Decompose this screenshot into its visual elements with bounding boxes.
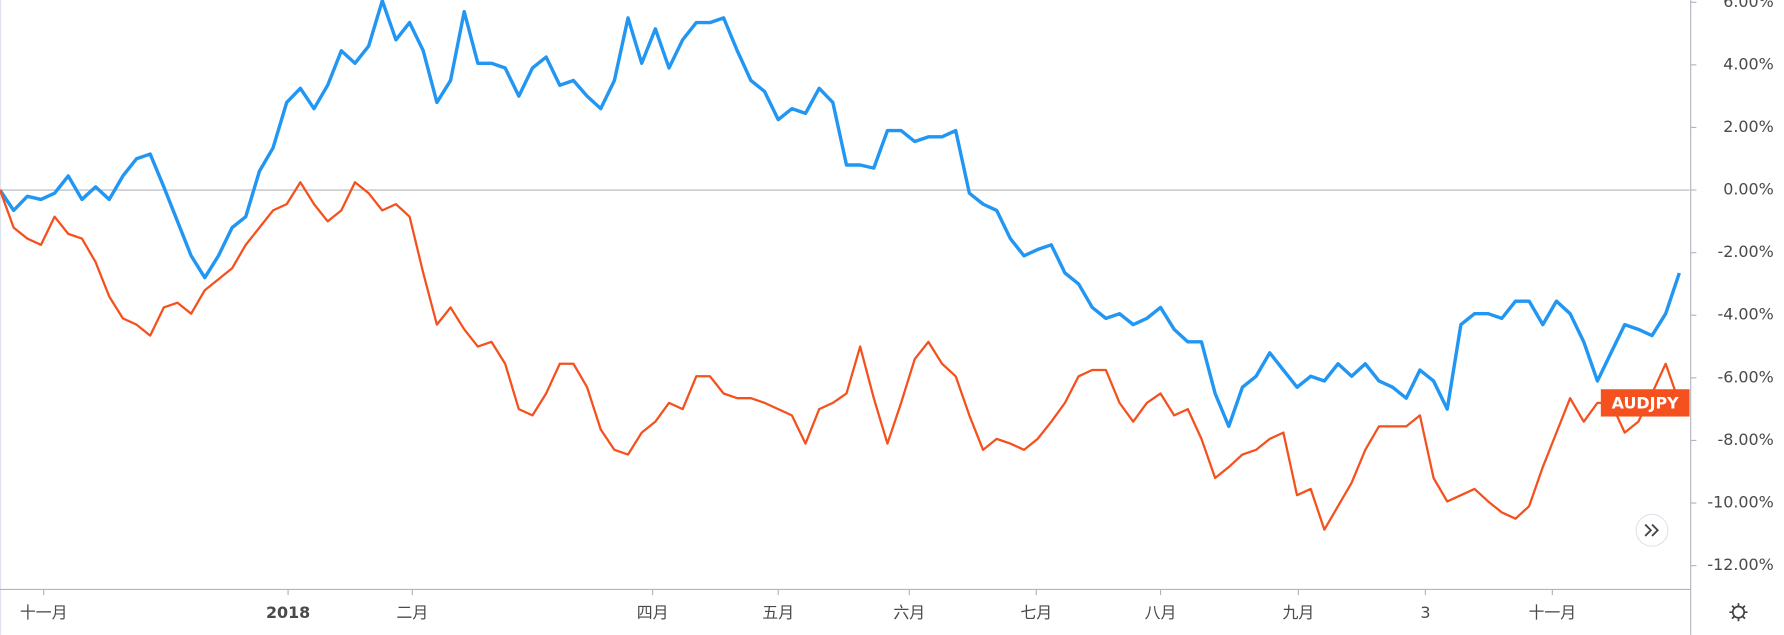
y-tick-label: -6.00% bbox=[1717, 367, 1773, 386]
x-tick-label: 九月 bbox=[1282, 603, 1314, 622]
y-tick-label: -2.00% bbox=[1717, 242, 1773, 261]
y-tick-label: -10.00% bbox=[1707, 493, 1773, 512]
y-tick-label: 6.00% bbox=[1723, 0, 1774, 11]
y-tick-label: 4.00% bbox=[1723, 54, 1774, 73]
y-tick-label: -8.00% bbox=[1717, 430, 1773, 449]
x-tick-label: 3 bbox=[1420, 603, 1430, 622]
x-tick-label: 二月 bbox=[396, 603, 428, 622]
x-tick-label: 十一月 bbox=[1528, 603, 1576, 622]
settings-icon-rays[interactable] bbox=[1729, 603, 1748, 622]
series-label-box bbox=[1600, 389, 1690, 417]
series-line bbox=[0, 181, 1681, 531]
x-tick-label: 五月 bbox=[762, 603, 794, 622]
settings-icon[interactable] bbox=[1731, 605, 1746, 619]
scroll-button[interactable] bbox=[1635, 513, 1669, 547]
x-tick-label: 六月 bbox=[893, 603, 925, 622]
scroll-button-icon[interactable] bbox=[1644, 523, 1659, 537]
series-label-text: AUDJPY bbox=[1612, 394, 1680, 413]
x-tick-label: 十一月 bbox=[20, 603, 68, 622]
y-tick-label: 2.00% bbox=[1723, 117, 1774, 136]
x-tick-label: 八月 bbox=[1145, 603, 1177, 622]
settings-button[interactable] bbox=[1729, 603, 1748, 622]
x-tick-label: 2018 bbox=[266, 603, 310, 622]
x-tick-label: 四月 bbox=[637, 603, 669, 622]
series-label: AUDJPY bbox=[1600, 389, 1690, 417]
y-tick-label: 0.00% bbox=[1723, 180, 1774, 199]
series-line bbox=[0, 0, 1681, 429]
y-tick-label: -4.00% bbox=[1717, 305, 1773, 324]
x-tick-label: 七月 bbox=[1020, 603, 1052, 622]
y-tick-label: -12.00% bbox=[1707, 555, 1773, 574]
